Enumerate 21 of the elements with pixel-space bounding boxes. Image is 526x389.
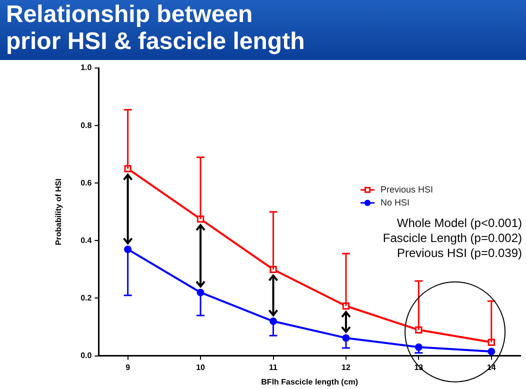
legend-label: No HSI — [380, 197, 410, 208]
x-tick-label: 9 — [126, 362, 131, 372]
point — [270, 318, 277, 326]
annotation: Fascicle Length (p=0.002) — [382, 231, 522, 246]
point — [124, 246, 132, 254]
x-tick-label: 11 — [269, 362, 278, 372]
annotation: Whole Model (p<0.001) — [396, 216, 522, 230]
y-tick-label: 0.2 — [80, 293, 92, 302]
x-axis-title: BFlh Fascicle length (cm) — [261, 377, 358, 386]
annotation: Previous HSI (p=0.039) — [396, 246, 522, 260]
x-tick-label: 12 — [342, 362, 351, 372]
y-tick-label: 0.8 — [80, 120, 92, 130]
y-tick-label: 0.6 — [80, 178, 92, 188]
point — [488, 348, 496, 356]
chart-title: Relationship between prior HSI & fascicle length — [6, 1, 305, 55]
legend-label: Previous HSI — [380, 184, 434, 194]
y-tick-label: 1.0 — [80, 63, 92, 72]
x-tick-label: 10 — [196, 362, 206, 372]
y-tick-label: 0.0 — [80, 351, 92, 360]
y-axis-title: Probability of HSI — [54, 178, 64, 246]
y-tick-label: 0.4 — [80, 236, 92, 245]
